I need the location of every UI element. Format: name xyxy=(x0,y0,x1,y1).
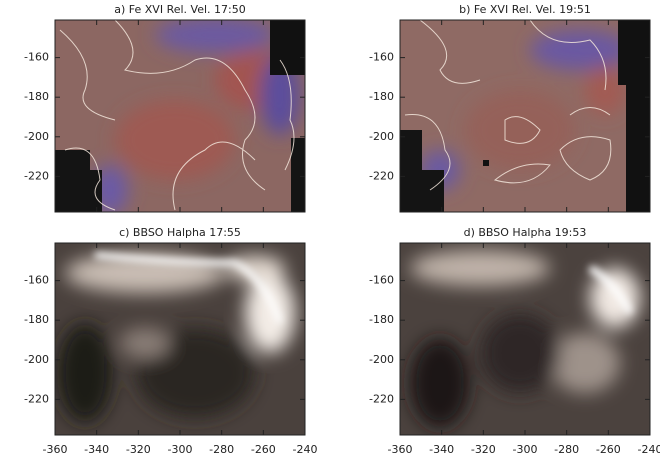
y-tick-label: -180 xyxy=(24,90,49,103)
y-tick-label: -160 xyxy=(24,274,49,287)
x-tick-label: -360 xyxy=(388,443,413,456)
x-tick-label: -280 xyxy=(554,443,579,456)
panel-title: d) BBSO Halpha 19:53 xyxy=(464,226,587,239)
x-tick-label: -340 xyxy=(84,443,109,456)
y-tick-label: -220 xyxy=(369,169,394,182)
x-tick-label: -300 xyxy=(513,443,538,456)
figure: a) Fe XVI Rel. Vel. 17:50 -160 -180 -200 -22… xyxy=(0,0,660,464)
panel-title: b) Fe XVI Rel. Vel. 19:51 xyxy=(459,3,591,16)
y-tick-label: -200 xyxy=(369,130,394,143)
x-tick-label: -240 xyxy=(638,443,660,456)
y-tick-label: -160 xyxy=(369,51,394,64)
panel-title: a) Fe XVI Rel. Vel. 17:50 xyxy=(114,3,245,16)
y-tick-label: -160 xyxy=(24,51,49,64)
y-tick-label: -220 xyxy=(24,169,49,182)
x-tick-label: -320 xyxy=(471,443,496,456)
y-tick-label: -220 xyxy=(24,392,49,405)
x-tick-label: -300 xyxy=(168,443,193,456)
x-tick-label: -260 xyxy=(251,443,276,456)
halpha-image xyxy=(55,243,305,435)
velocity-image xyxy=(400,20,650,212)
x-tick-label: -360 xyxy=(43,443,68,456)
y-tick-label: -200 xyxy=(24,130,49,143)
y-tick-label: -180 xyxy=(369,313,394,326)
y-tick-label: -160 xyxy=(369,274,394,287)
y-tick-label: -180 xyxy=(369,90,394,103)
velocity-image xyxy=(55,17,305,215)
x-tick-label: -280 xyxy=(209,443,234,456)
halpha-image xyxy=(400,243,650,435)
y-tick-label: -200 xyxy=(369,353,394,366)
y-tick-label: -180 xyxy=(24,313,49,326)
y-tick-label: -220 xyxy=(369,392,394,405)
x-tick-label: -320 xyxy=(126,443,151,456)
x-tick-label: -240 xyxy=(293,443,318,456)
x-tick-label: -340 xyxy=(429,443,454,456)
y-tick-label: -200 xyxy=(24,353,49,366)
x-tick-label: -260 xyxy=(596,443,621,456)
panel-title: c) BBSO Halpha 17:55 xyxy=(119,226,241,239)
